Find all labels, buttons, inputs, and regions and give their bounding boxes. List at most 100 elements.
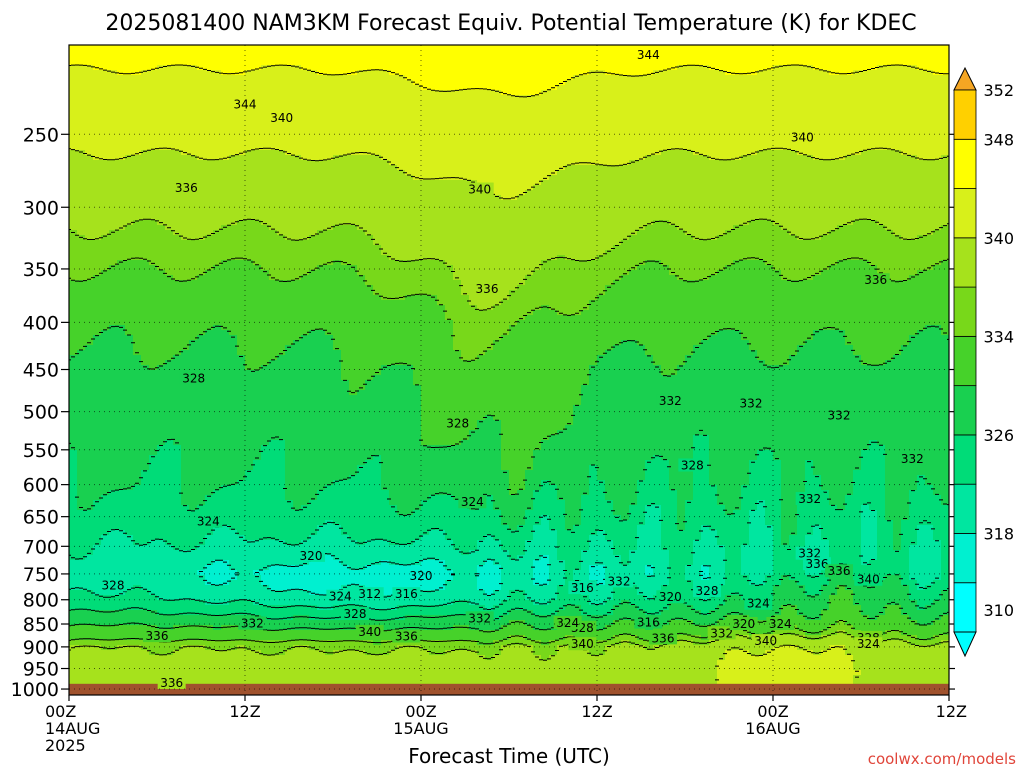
field-cell (189, 415, 198, 421)
field-cell (205, 315, 214, 321)
field-cell (277, 590, 286, 596)
field-cell (117, 530, 126, 536)
field-cell (221, 290, 230, 296)
field-cell (165, 665, 174, 671)
field-cell (109, 390, 118, 396)
field-cell (333, 620, 342, 626)
field-cell (205, 480, 214, 486)
field-cell (341, 435, 350, 441)
field-cell (245, 85, 254, 91)
field-cell (133, 540, 142, 546)
field-cell (77, 605, 86, 611)
field-cell (293, 535, 302, 541)
field-cell (333, 170, 342, 176)
field-cell (117, 245, 126, 251)
field-cell (109, 555, 118, 561)
field-cell (125, 585, 134, 591)
field-cell (293, 600, 302, 606)
field-cell (253, 235, 262, 241)
field-cell (125, 435, 134, 441)
field-cell (309, 610, 318, 616)
field-cell (325, 210, 334, 216)
field-cell (181, 110, 190, 116)
field-cell (189, 320, 198, 326)
field-cell (69, 135, 78, 141)
field-cell (213, 555, 222, 561)
field-cell (165, 55, 174, 61)
field-cell (341, 300, 350, 306)
field-cell (325, 380, 334, 386)
field-cell (293, 55, 302, 61)
field-cell (125, 160, 134, 166)
field-cell (285, 530, 294, 536)
field-cell (205, 110, 214, 116)
field-cell (221, 45, 230, 51)
field-cell (157, 365, 166, 371)
field-cell (173, 660, 182, 666)
field-cell (213, 475, 222, 481)
field-cell (189, 75, 198, 81)
field-cell (197, 315, 206, 321)
field-cell (301, 620, 310, 626)
field-cell (181, 415, 190, 421)
field-cell (125, 85, 134, 91)
field-cell (253, 360, 262, 366)
field-cell (229, 400, 238, 406)
field-cell (269, 240, 278, 246)
field-cell (133, 275, 142, 281)
field-cell (341, 570, 350, 576)
field-cell (309, 165, 318, 171)
field-cell (261, 230, 270, 236)
field-cell (285, 400, 294, 406)
field-cell (245, 250, 254, 256)
field-cell (189, 500, 198, 506)
field-cell (173, 70, 182, 76)
field-cell (173, 155, 182, 161)
field-cell (197, 600, 206, 606)
field-cell (285, 485, 294, 491)
field-cell (333, 360, 342, 366)
field-cell (229, 395, 238, 401)
field-cell (125, 55, 134, 61)
field-cell (317, 170, 326, 176)
field-cell (85, 75, 94, 81)
field-cell (181, 665, 190, 671)
field-cell (293, 285, 302, 291)
field-cell (349, 255, 358, 261)
field-cell (277, 70, 286, 76)
field-cell (101, 295, 110, 301)
field-cell (325, 105, 334, 111)
field-cell (229, 430, 238, 436)
field-cell (141, 45, 150, 51)
field-cell (357, 235, 366, 241)
field-cell (277, 45, 286, 51)
field-cell (365, 680, 374, 686)
field-cell (269, 615, 278, 621)
field-cell (77, 245, 86, 251)
field-cell (109, 675, 118, 681)
field-cell (301, 565, 310, 571)
field-cell (109, 365, 118, 371)
field-cell (173, 620, 182, 626)
field-cell (101, 215, 110, 221)
field-cell (181, 670, 190, 676)
field-cell (173, 595, 182, 601)
field-cell (69, 295, 78, 301)
field-cell (149, 390, 158, 396)
field-cell (349, 55, 358, 61)
field-cell (117, 660, 126, 666)
field-cell (277, 675, 286, 681)
field-cell (333, 405, 342, 411)
field-cell (93, 600, 102, 606)
field-cell (85, 265, 94, 271)
field-cell (197, 145, 206, 151)
field-cell (325, 310, 334, 316)
field-cell (277, 500, 286, 506)
field-cell (317, 645, 326, 651)
field-cell (341, 60, 350, 66)
field-cell (237, 530, 246, 536)
field-cell (221, 585, 230, 591)
field-cell (253, 435, 262, 441)
field-cell (229, 80, 238, 86)
field-cell (229, 460, 238, 466)
